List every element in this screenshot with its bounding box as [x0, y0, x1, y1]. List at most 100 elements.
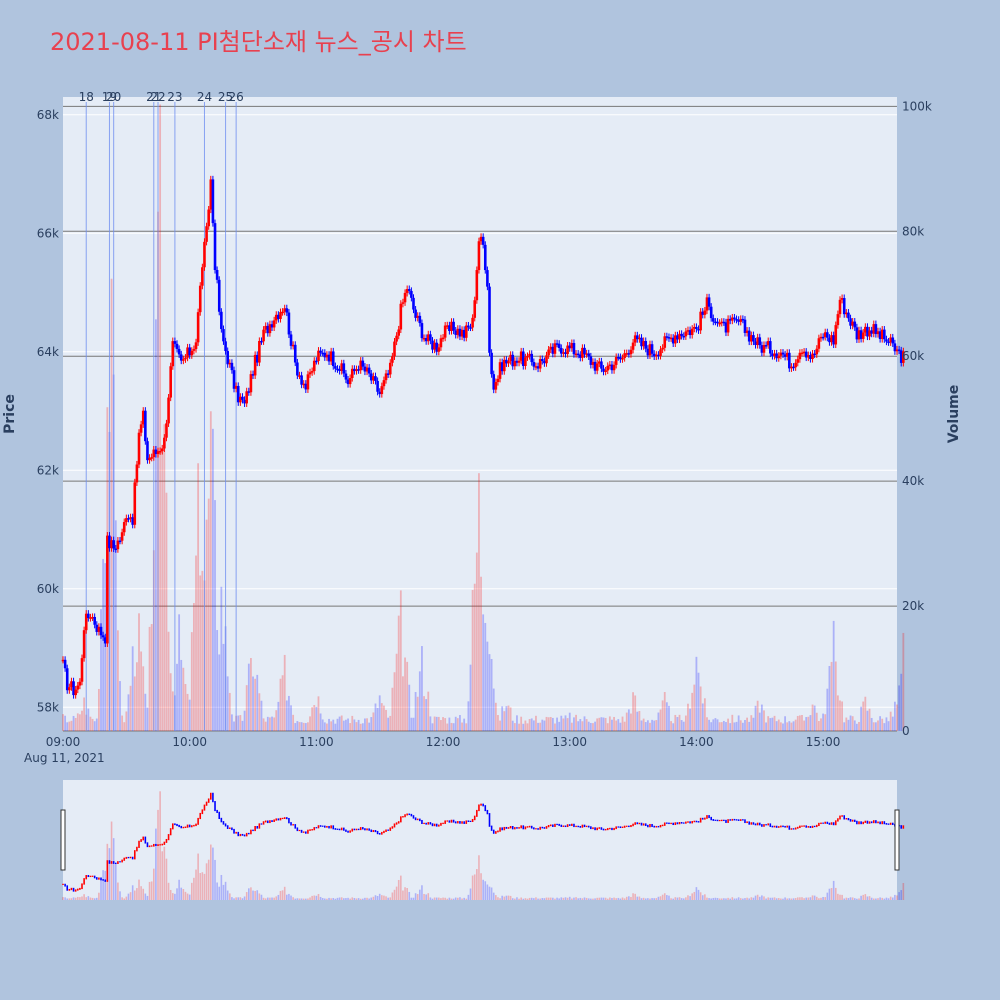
volume-bar: [763, 710, 765, 731]
candle-down: [737, 319, 740, 322]
candle-up: [509, 354, 512, 362]
candle-up: [693, 326, 696, 329]
candle-down: [804, 351, 808, 358]
volume-bar: [712, 719, 715, 731]
candle-down: [616, 357, 620, 359]
candle-down: [188, 347, 191, 356]
volume-bar: [524, 720, 527, 731]
volume-bar: [465, 723, 468, 731]
mini-volume-bar: [199, 873, 202, 900]
volume-bar: [592, 723, 594, 731]
candle-up: [165, 423, 168, 438]
candle-up: [203, 241, 206, 268]
candle-down: [578, 354, 582, 358]
volume-bar: [397, 615, 400, 731]
volume-bar: [220, 586, 223, 731]
range-slider[interactable]: [63, 780, 897, 900]
mini-volume-bar: [402, 890, 404, 900]
date-label: Aug 11, 2021: [24, 751, 105, 765]
volume-bar: [545, 716, 548, 731]
mini-volume-bar: [87, 896, 90, 900]
volume-bar: [547, 717, 550, 731]
mini-volume-bar: [758, 896, 761, 900]
candle-up: [585, 353, 588, 355]
mini-volume-bar: [756, 894, 759, 900]
range-slider-left-handle[interactable]: [60, 809, 66, 871]
volume-bar: [651, 719, 653, 731]
candle-down: [255, 354, 259, 363]
candle-up: [642, 341, 645, 347]
volume-bar: [478, 473, 480, 731]
candle-up: [756, 337, 759, 345]
candle-down: [173, 341, 177, 344]
volume-bar: [672, 723, 675, 731]
mini-volume-bar: [879, 897, 881, 900]
volume-bar: [231, 714, 233, 731]
candle-down: [788, 352, 791, 369]
candle-down: [331, 351, 335, 367]
volume-bar: [613, 716, 615, 731]
candle-down: [600, 361, 603, 369]
mini-volume-bar: [739, 898, 742, 900]
volume-bar: [338, 716, 341, 731]
volume-bar: [275, 710, 278, 731]
volume-bar: [393, 672, 396, 731]
volume-bar: [682, 721, 685, 731]
candle-up: [325, 354, 329, 358]
volume-bar: [264, 721, 267, 731]
range-slider-right-handle[interactable]: [894, 809, 900, 871]
mini-volume-bar: [746, 897, 748, 900]
candle-up: [895, 349, 899, 352]
candle-down: [589, 356, 593, 365]
candle-down: [619, 357, 622, 360]
price-tick-label: 58k: [37, 700, 59, 714]
volume-bar: [389, 715, 392, 731]
mini-volume-bar: [81, 896, 83, 900]
candle-up: [526, 356, 529, 358]
candle-down: [893, 343, 897, 352]
candle-up: [234, 385, 238, 389]
news-marker-label: 21: [146, 90, 161, 104]
mini-volume-bar: [617, 897, 620, 900]
mini-volume-bar: [252, 890, 254, 900]
candle-down: [728, 318, 732, 321]
candle-down: [266, 325, 270, 334]
mini-volume-bar: [530, 897, 533, 900]
mini-volume-bar: [416, 894, 419, 900]
mini-volume-bar: [188, 894, 191, 900]
mini-volume-bar: [606, 898, 609, 900]
mini-volume-bar: [619, 898, 622, 900]
mini-volume-bar: [849, 897, 852, 900]
candle-down: [452, 321, 455, 331]
candle-up: [686, 330, 690, 332]
candle-up: [139, 424, 143, 433]
volume-bar: [600, 717, 603, 731]
volume-bar: [617, 719, 620, 731]
mini-volume-bar: [704, 894, 706, 900]
volume-bar: [197, 463, 200, 731]
candle-up: [836, 314, 840, 326]
volume-bar: [754, 705, 757, 731]
mini-volume-bar: [178, 879, 180, 900]
mini-volume-bar: [345, 898, 347, 900]
volume-bar: [357, 719, 360, 731]
mini-volume-bar: [454, 897, 457, 900]
volume-bar: [254, 678, 257, 731]
mini-volume-bar: [687, 895, 689, 900]
volume-bar: [155, 319, 157, 731]
mini-volume-bar: [708, 898, 710, 900]
mini-volume-bar: [216, 882, 218, 900]
candle-up: [281, 311, 284, 314]
volume-bar: [849, 715, 852, 731]
candle-up: [614, 357, 618, 365]
volume-bar: [858, 721, 860, 731]
mini-volume-bar: [74, 897, 77, 900]
mini-volume-bar: [277, 894, 280, 900]
mini-volume-bar: [391, 892, 394, 900]
volume-bar: [93, 721, 96, 731]
mini-volume-bar: [680, 898, 683, 900]
mini-volume-bar: [393, 889, 396, 900]
candle-down: [327, 354, 331, 362]
mini-volume-bar: [889, 896, 892, 900]
volume-bar: [488, 654, 491, 731]
